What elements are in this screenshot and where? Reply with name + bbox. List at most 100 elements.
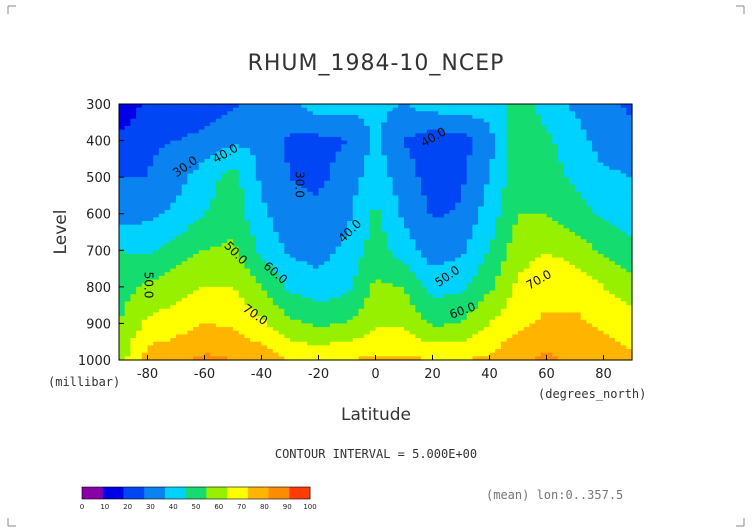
heatmap-cell [221, 221, 228, 226]
heatmap-cell [580, 268, 587, 273]
heatmap-cell [523, 173, 530, 178]
heatmap-cell [250, 184, 257, 189]
heatmap-cell [193, 250, 200, 255]
heatmap-cell [597, 217, 605, 222]
heatmap-cell [153, 206, 160, 211]
heatmap-cell [432, 133, 439, 138]
heatmap-cell [569, 147, 576, 153]
heatmap-cell [170, 301, 177, 306]
heatmap-cell [295, 191, 302, 197]
heatmap-cell [158, 235, 166, 240]
heatmap-cell [295, 268, 302, 273]
heatmap-cell [164, 294, 171, 299]
heatmap-cell [301, 297, 308, 303]
heatmap-cell [255, 246, 263, 251]
heatmap-cell [221, 290, 228, 295]
heatmap-cell [318, 104, 325, 109]
heatmap-cell [626, 286, 633, 292]
heatmap-cell [210, 246, 217, 251]
heatmap-cell [335, 147, 342, 153]
heatmap-cell [153, 261, 160, 266]
heatmap-cell [158, 275, 166, 281]
heatmap-cell [244, 275, 251, 281]
heatmap-cell [449, 301, 456, 306]
heatmap-cell [187, 140, 194, 145]
heatmap-cell [358, 228, 365, 233]
heatmap-cell [443, 268, 451, 273]
heatmap-cell [552, 261, 559, 266]
heatmap-cell [557, 297, 565, 303]
heatmap-cell [546, 158, 553, 164]
heatmap-cell [426, 122, 434, 127]
heatmap-cell [506, 235, 513, 240]
heatmap-cell [352, 162, 359, 167]
heatmap-cell [267, 246, 274, 251]
heatmap-cell [210, 210, 217, 215]
heatmap-cell [233, 272, 240, 277]
heatmap-cell [267, 275, 274, 281]
heatmap-cell [569, 195, 576, 200]
heatmap-cell [187, 253, 194, 259]
heatmap-cell [443, 246, 451, 251]
heatmap-cell [575, 290, 582, 295]
heatmap-cell [290, 158, 297, 164]
heatmap-cell [181, 155, 188, 160]
heatmap-cell [455, 114, 462, 120]
heatmap-cell [404, 180, 411, 186]
heatmap-cell [141, 305, 149, 310]
heatmap-cell [409, 224, 416, 229]
heatmap-cell [432, 118, 439, 123]
heatmap-cell [597, 125, 605, 131]
heatmap-cell [500, 264, 508, 270]
heatmap-cell [518, 232, 525, 237]
heatmap-cell [170, 286, 177, 292]
heatmap-cell [586, 136, 593, 142]
heatmap-cell [227, 286, 234, 292]
heatmap-cell [523, 253, 530, 259]
heatmap-cell [198, 162, 206, 167]
heatmap-cell [626, 166, 633, 171]
heatmap-cell [238, 257, 245, 262]
heatmap-cell [495, 224, 502, 229]
heatmap-cell [461, 140, 468, 145]
heatmap-cell [552, 180, 559, 186]
heatmap-cell [364, 286, 371, 292]
heatmap-cell [557, 246, 565, 251]
heatmap-cell [221, 279, 228, 284]
heatmap-cell [233, 114, 240, 120]
heatmap-cell [523, 151, 530, 156]
heatmap-cell [529, 228, 536, 233]
heatmap-cell [438, 301, 445, 306]
heatmap-cell [290, 147, 297, 153]
heatmap-cell [512, 246, 519, 251]
heatmap-cell [415, 210, 422, 215]
heatmap-cell [472, 283, 479, 288]
heatmap-cell [238, 253, 245, 259]
heatmap-cell [438, 136, 445, 142]
heatmap-cell [398, 290, 405, 295]
heatmap-cell [329, 151, 337, 156]
heatmap-cell [552, 242, 559, 248]
heatmap-cell [592, 210, 599, 215]
heatmap-cell [329, 235, 337, 240]
heatmap-cell [272, 136, 280, 142]
heatmap-cell [136, 206, 143, 211]
heatmap-cell [620, 122, 627, 127]
heatmap-cell [592, 155, 599, 160]
heatmap-cell [426, 151, 434, 156]
heatmap-cell [130, 140, 137, 145]
heatmap-cell [244, 279, 251, 284]
heatmap-cell [261, 155, 268, 160]
heatmap-cell [261, 118, 268, 123]
heatmap-cell [512, 272, 519, 277]
heatmap-cell [506, 275, 513, 281]
heatmap-cell [193, 283, 200, 288]
heatmap-cell [603, 206, 610, 211]
heatmap-cell [540, 199, 548, 204]
heatmap-cell [147, 188, 154, 193]
heatmap-cell [227, 290, 234, 295]
heatmap-cell [552, 213, 559, 218]
heatmap-cell [341, 290, 348, 295]
heatmap-cell [261, 111, 268, 116]
heatmap-cell [518, 133, 525, 138]
